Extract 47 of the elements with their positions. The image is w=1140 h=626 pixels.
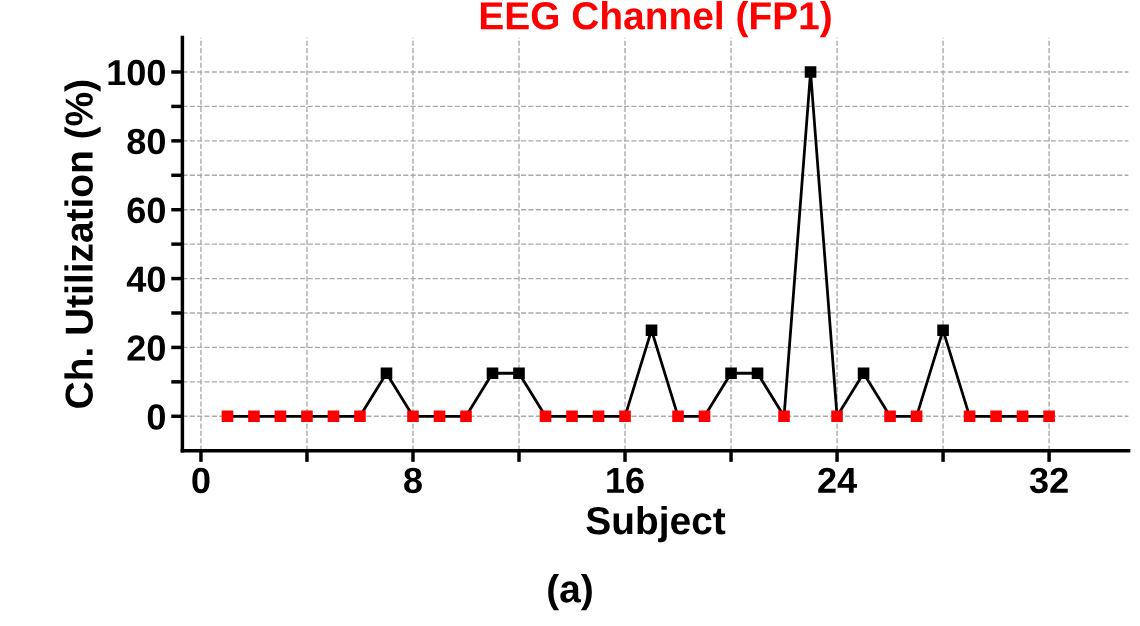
point	[486, 367, 499, 380]
point	[460, 410, 472, 423]
point	[857, 367, 870, 380]
x-tick-label: 16	[607, 467, 644, 494]
point	[910, 410, 923, 423]
point	[592, 410, 605, 423]
chart-title: EEG Channel (FP1)	[480, 1, 831, 38]
point	[645, 324, 658, 337]
point	[301, 410, 313, 423]
point	[937, 324, 949, 337]
y-tick-label: 100	[108, 59, 165, 86]
point	[221, 410, 234, 423]
x-tick-label: 8	[404, 467, 422, 494]
point	[751, 367, 764, 380]
x-tick-label: 0	[192, 467, 210, 494]
point	[672, 410, 684, 423]
point	[963, 410, 976, 423]
y-tick-label: 20	[127, 335, 165, 361]
point	[407, 410, 419, 423]
point	[990, 410, 1002, 423]
point	[619, 410, 631, 423]
point	[248, 410, 260, 423]
point	[327, 410, 340, 423]
x-axis-title: Subject	[586, 505, 726, 543]
text: (a)	[548, 574, 592, 611]
point	[831, 410, 843, 423]
point	[1016, 410, 1029, 423]
point	[380, 367, 393, 380]
x-tick-label: 32	[1029, 467, 1068, 494]
point	[778, 410, 790, 423]
point	[539, 410, 552, 423]
point	[433, 410, 446, 423]
y-axis-title: Ch. Utilization (%)	[64, 80, 101, 408]
point	[354, 410, 366, 423]
point	[513, 367, 525, 380]
y-tick-label: 40	[126, 266, 165, 293]
point	[884, 410, 896, 423]
point	[1043, 410, 1055, 423]
point	[804, 66, 817, 78]
point	[566, 410, 578, 423]
y-tick-label: 80	[127, 128, 165, 155]
point	[698, 410, 711, 423]
y-tick-label: 0	[147, 404, 165, 430]
point	[725, 367, 737, 380]
y-tick-label: 60	[127, 197, 165, 224]
point	[274, 410, 287, 423]
x-tick-label: 24	[818, 467, 857, 493]
